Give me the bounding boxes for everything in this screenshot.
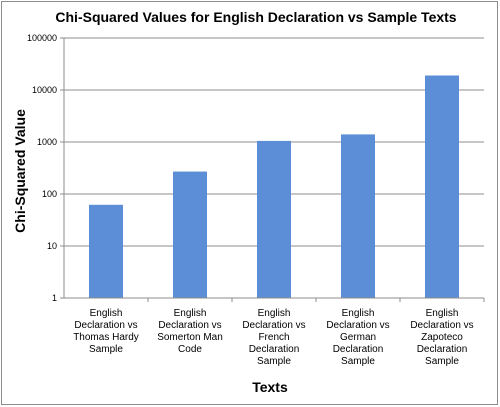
bar (89, 204, 123, 298)
x-tick-label-line: English (342, 308, 375, 319)
y-tick-label: 1000 (37, 137, 57, 147)
x-tick-label-line: Declaration (417, 344, 468, 355)
x-tick-label: English Declaration vs German Declaration Sa… (326, 308, 389, 367)
x-tick-label-line: English (258, 308, 291, 319)
y-tick-labels: 1 10 100 1000 10000 100000 (27, 33, 57, 303)
x-tick-label-line: French (258, 332, 289, 343)
y-tick-label: 1 (52, 293, 57, 303)
bar (173, 171, 207, 298)
x-tick-label-line: Declaration vs (158, 320, 221, 331)
bar (257, 140, 291, 298)
x-tick-label-line: English (426, 308, 459, 319)
bars (89, 75, 459, 298)
x-tick-label-line: English (174, 308, 207, 319)
chart-title: Chi-Squared Values for English Declarati… (55, 9, 456, 25)
x-tick-label: English Declaration vs Somerton Man Code (157, 308, 223, 355)
y-tick-label: 10000 (32, 85, 57, 95)
y-tick-label: 100000 (27, 33, 57, 43)
x-tick-label-line: Declaration vs (74, 320, 137, 331)
x-tick-label-line: German (340, 332, 376, 343)
x-tick-label-line: Sample (425, 356, 459, 367)
x-tick-label: English Declaration vs Thomas Hardy Sample (73, 308, 139, 355)
x-tick-label-line: Declaration (333, 344, 384, 355)
x-tick-label-line: Sample (257, 356, 291, 367)
x-tick-label-line: Declaration vs (242, 320, 305, 331)
x-axis-title: Texts (252, 379, 288, 395)
x-tick-label-line: Somerton Man (157, 332, 223, 343)
x-tick-label-line: Sample (89, 344, 123, 355)
x-tick-label-line: Code (178, 344, 202, 355)
x-tick-label-line: Thomas Hardy (73, 332, 139, 343)
y-axis-title: Chi-Squared Value (12, 109, 28, 233)
bar (425, 75, 459, 298)
bar (341, 134, 375, 298)
x-tick-label-line: Zapoteco (421, 332, 463, 343)
x-tick-label-line: English (90, 308, 123, 319)
x-tick-label: English Declaration vs Zapoteco Declaration… (410, 308, 473, 367)
x-tick-label-line: Sample (341, 356, 375, 367)
x-tick-label-line: Declaration vs (410, 320, 473, 331)
x-tick-label-line: Declaration vs (326, 320, 389, 331)
y-tick-label: 100 (42, 189, 57, 199)
x-tick-label: English Declaration vs French Declaration Sa… (242, 308, 305, 367)
x-tick-labels: English Declaration vs Thomas Hardy SampleE… (73, 298, 485, 367)
y-tick-label: 10 (47, 241, 57, 251)
x-tick-label-line: Declaration (249, 344, 300, 355)
